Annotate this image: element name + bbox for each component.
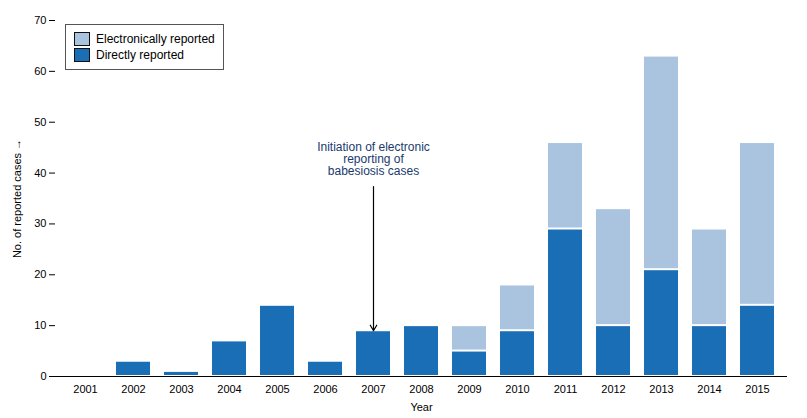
svg-text:2013: 2013 — [649, 383, 673, 395]
svg-text:0: 0 — [40, 370, 46, 382]
svg-text:2003: 2003 — [169, 383, 193, 395]
svg-text:Initiation of electronicreport: Initiation of electronicreporting ofbabe… — [317, 140, 430, 178]
svg-text:2004: 2004 — [217, 383, 241, 395]
svg-text:2009: 2009 — [457, 383, 481, 395]
svg-text:2001: 2001 — [73, 383, 97, 395]
html-text:Electronically reported: Electronically reported — [96, 32, 215, 46]
svg-text:2005: 2005 — [265, 383, 289, 395]
html-text:Directly reported: Directly reported — [96, 48, 184, 62]
svg-text:2008: 2008 — [409, 383, 433, 395]
svg-text:60: 60 — [34, 65, 46, 77]
svg-text:20: 20 — [34, 268, 46, 280]
svg-text:70: 70 — [34, 14, 46, 26]
svg-text:2015: 2015 — [745, 383, 769, 395]
svg-text:40: 40 — [34, 167, 46, 179]
svg-text:30: 30 — [34, 217, 46, 229]
svg-text:2012: 2012 — [601, 383, 625, 395]
svg-text:2007: 2007 — [361, 383, 385, 395]
svg-text:2002: 2002 — [121, 383, 145, 395]
svg-text:2011: 2011 — [554, 383, 578, 395]
svg-text:2006: 2006 — [313, 383, 337, 395]
svg-text:2010: 2010 — [505, 383, 529, 395]
svg-text:Year: Year — [410, 401, 433, 413]
svg-text:2014: 2014 — [697, 383, 721, 395]
svg-text:10: 10 — [34, 319, 46, 331]
svg-text:No. of reported cases →: No. of reported cases → — [11, 139, 23, 258]
svg-text:50: 50 — [34, 116, 46, 128]
